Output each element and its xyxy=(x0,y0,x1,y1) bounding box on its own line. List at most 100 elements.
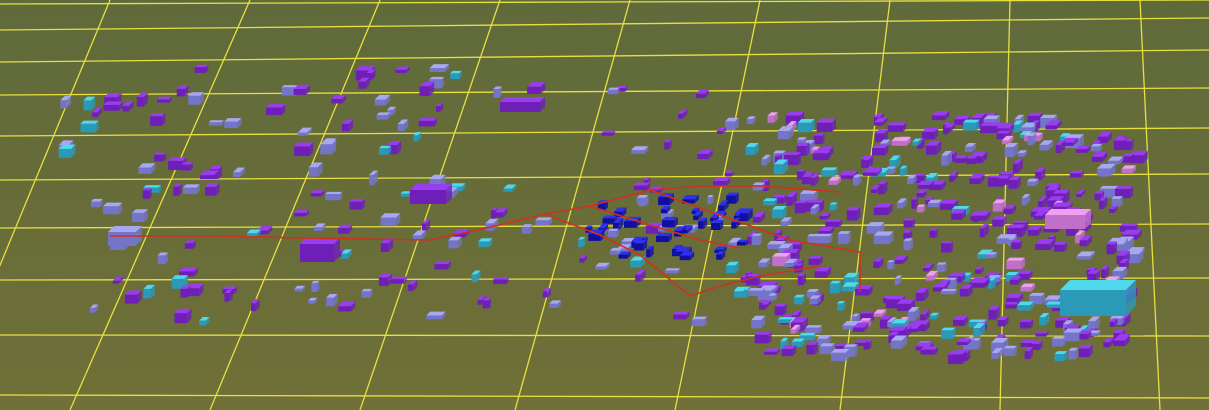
building-top xyxy=(1033,211,1048,216)
building-side xyxy=(406,66,410,73)
building-front xyxy=(400,193,409,197)
building-top xyxy=(757,281,778,287)
building-front xyxy=(941,243,951,253)
building-front xyxy=(936,264,945,273)
building-side xyxy=(880,222,885,234)
building-side xyxy=(783,303,787,316)
building-top xyxy=(188,92,204,96)
building-side xyxy=(704,316,708,327)
building-top xyxy=(426,311,446,316)
building-front xyxy=(1042,228,1059,233)
building-top xyxy=(1101,266,1109,270)
building-top xyxy=(736,239,749,243)
building-front xyxy=(1055,320,1068,328)
building-side xyxy=(845,348,850,362)
building-front xyxy=(1046,304,1063,308)
building-top xyxy=(922,128,939,132)
building-front xyxy=(678,113,683,119)
building-top xyxy=(899,165,908,169)
building-side xyxy=(902,255,908,264)
building-side xyxy=(745,239,749,246)
building-front xyxy=(180,288,188,298)
building-side xyxy=(119,101,123,111)
building-front xyxy=(807,236,816,243)
building-side xyxy=(187,285,191,298)
building-top xyxy=(1096,163,1116,169)
building-front xyxy=(308,167,318,177)
building-top xyxy=(610,247,623,251)
building-top xyxy=(920,310,930,315)
building-front xyxy=(777,130,790,140)
building-side xyxy=(71,144,76,158)
building-front xyxy=(843,277,855,285)
building-front xyxy=(157,99,170,103)
building-side xyxy=(100,198,103,208)
building-front xyxy=(920,349,935,355)
building-side xyxy=(557,300,562,308)
building-side xyxy=(711,195,714,204)
building-top xyxy=(988,275,1002,278)
building-side xyxy=(1064,242,1067,252)
building-top xyxy=(784,258,798,264)
building-side xyxy=(1041,167,1046,180)
building-front xyxy=(888,335,896,343)
building-side xyxy=(953,170,959,182)
building-top xyxy=(910,320,930,325)
building-side xyxy=(974,155,979,165)
building-front xyxy=(179,271,195,277)
building-side xyxy=(95,120,99,133)
building-side xyxy=(694,195,699,204)
building-front xyxy=(949,175,954,182)
building-front xyxy=(521,226,530,234)
building-side xyxy=(547,288,551,298)
building-side xyxy=(305,84,311,95)
building-side xyxy=(863,322,869,332)
building-front xyxy=(893,259,903,264)
building-front xyxy=(1129,155,1144,164)
building-side xyxy=(314,297,318,304)
building-top xyxy=(774,303,787,307)
building-front xyxy=(903,240,911,251)
building-side xyxy=(1095,316,1101,331)
building-top xyxy=(870,185,881,190)
building-side xyxy=(789,126,794,140)
building-front xyxy=(802,176,810,185)
building-side xyxy=(686,311,690,320)
building-side xyxy=(1017,176,1021,189)
building-top xyxy=(1040,114,1058,119)
building-front xyxy=(785,244,800,252)
building-side xyxy=(968,272,972,282)
building-top xyxy=(601,130,616,133)
building-top xyxy=(964,143,976,147)
building-front xyxy=(173,186,179,196)
building-top xyxy=(595,262,610,267)
building-top xyxy=(246,229,261,234)
building-front xyxy=(1054,354,1065,362)
building-side xyxy=(1143,150,1148,164)
building-side xyxy=(783,206,787,219)
building-front xyxy=(631,149,645,154)
building-top xyxy=(1069,170,1084,174)
building-front xyxy=(1074,235,1080,244)
building-side xyxy=(1123,240,1127,251)
building-front xyxy=(1109,208,1115,213)
building-front xyxy=(991,342,1004,352)
building-top xyxy=(829,280,842,284)
building-top xyxy=(711,220,724,223)
building-front xyxy=(294,146,310,157)
building-side xyxy=(806,142,810,156)
building-side xyxy=(903,122,907,132)
building-front xyxy=(887,262,893,270)
building-top xyxy=(535,217,553,221)
building-front xyxy=(941,330,953,339)
building-side xyxy=(837,176,842,185)
building-top xyxy=(940,288,958,292)
building-front xyxy=(992,203,1003,212)
building-front xyxy=(991,352,999,359)
building-front xyxy=(1111,198,1121,207)
building-front xyxy=(349,201,362,210)
building-top xyxy=(1052,202,1073,207)
building-side xyxy=(221,120,224,126)
building-side xyxy=(306,209,309,217)
building-side xyxy=(385,94,391,106)
